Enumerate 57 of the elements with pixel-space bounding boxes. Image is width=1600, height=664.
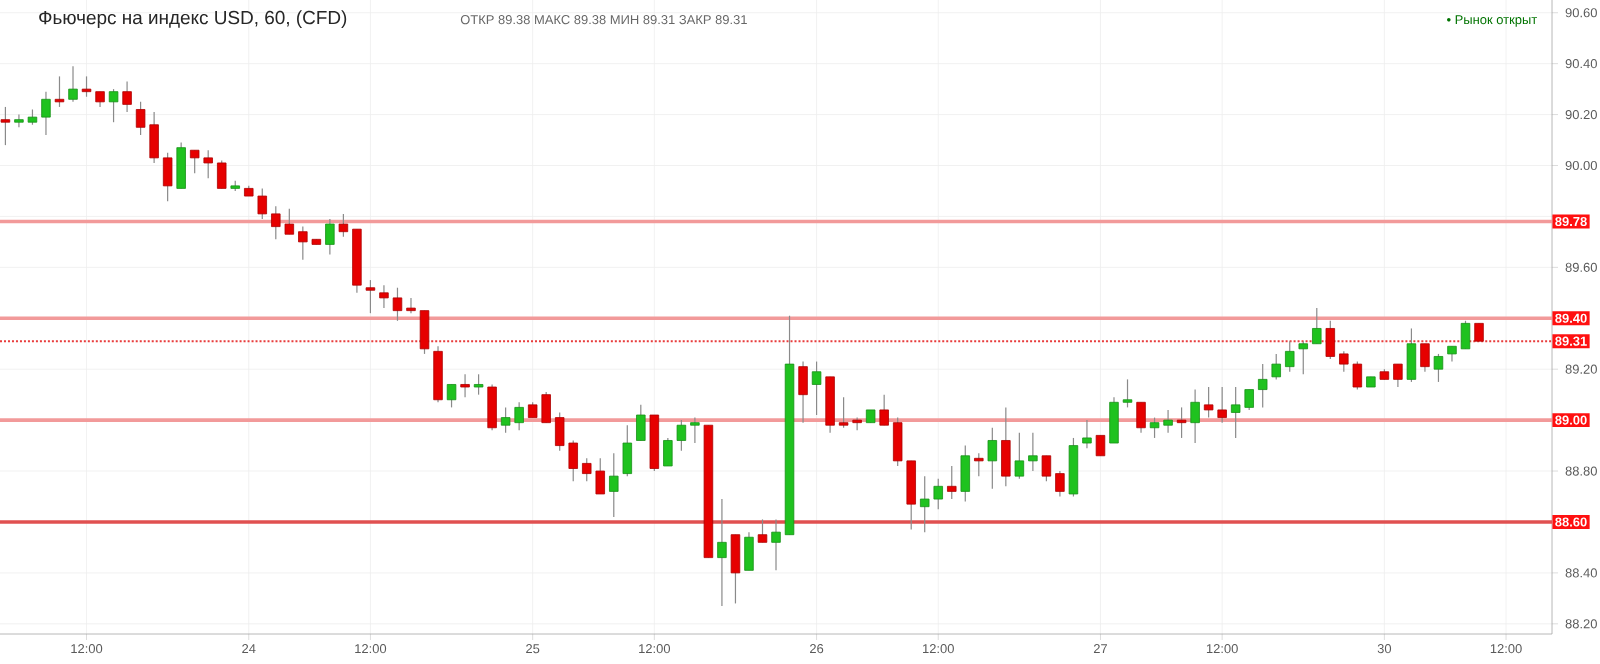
candlestick xyxy=(1312,307,1322,345)
candlestick xyxy=(1001,406,1011,487)
candlestick xyxy=(771,518,781,571)
candlestick xyxy=(757,518,768,543)
candlestick xyxy=(487,383,497,431)
candlestick xyxy=(41,91,51,136)
candlestick xyxy=(974,452,984,477)
candlestick xyxy=(473,373,484,396)
candlestick xyxy=(162,152,173,202)
candlestick xyxy=(1298,340,1308,375)
candlestick xyxy=(960,444,971,503)
candlestick xyxy=(1433,353,1444,383)
candlestick xyxy=(636,404,646,442)
candlestick xyxy=(338,213,349,238)
candlestick xyxy=(717,498,727,607)
candlestick xyxy=(122,80,132,113)
candlestick xyxy=(1136,401,1146,434)
candlestick xyxy=(216,159,227,190)
candlestick xyxy=(460,373,470,398)
candlestick xyxy=(744,531,754,571)
candlestick xyxy=(1176,406,1187,439)
candlestick xyxy=(108,88,119,123)
candlestick xyxy=(798,360,808,424)
candlestick xyxy=(690,416,700,444)
candlestick xyxy=(1271,353,1281,380)
candlestick xyxy=(1095,434,1106,457)
candlestick xyxy=(0,106,11,146)
candlestick xyxy=(365,279,376,314)
candlestick xyxy=(1082,419,1092,449)
text: Фьючерс на индекс USD, 60, (CFD) xyxy=(39,10,347,29)
candlestick xyxy=(1041,455,1052,482)
candlestick xyxy=(1190,388,1200,444)
candlestick xyxy=(1055,470,1065,498)
candlestick xyxy=(1285,340,1295,373)
candlestick xyxy=(987,427,998,490)
candlestick xyxy=(1393,363,1403,388)
candlestick xyxy=(1028,432,1038,472)
candlestick xyxy=(1420,343,1430,373)
candlestick xyxy=(1257,363,1268,408)
candlestick xyxy=(609,452,619,518)
candlestick xyxy=(730,534,741,605)
candlestick xyxy=(406,297,416,314)
candlestick xyxy=(1460,320,1471,350)
candlestick xyxy=(446,383,457,408)
candlestick xyxy=(947,465,957,500)
candlestick xyxy=(419,310,430,355)
candlestick xyxy=(68,65,78,103)
candlestick xyxy=(622,424,633,477)
candlestick xyxy=(176,141,186,190)
candlestick xyxy=(325,218,335,256)
candlestick xyxy=(1109,396,1119,444)
candlestick xyxy=(1325,320,1336,360)
candlestick xyxy=(1122,378,1133,408)
candlestick xyxy=(1014,432,1025,480)
candlestick xyxy=(879,394,889,426)
candlestick xyxy=(811,360,822,416)
candlestick xyxy=(1406,327,1417,383)
